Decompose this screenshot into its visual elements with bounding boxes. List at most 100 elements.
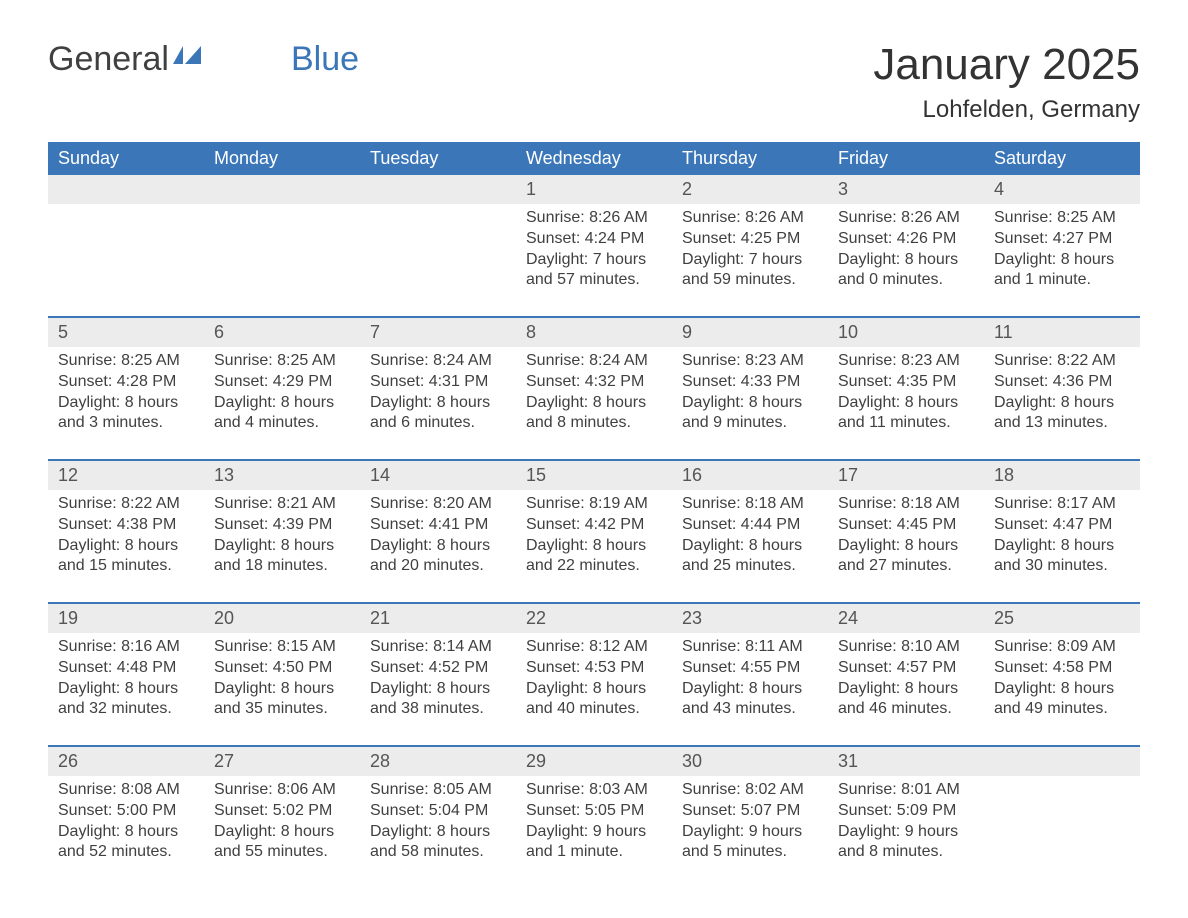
day-cell: Sunrise: 8:08 AMSunset: 5:00 PMDaylight:… bbox=[48, 776, 204, 872]
day-number: 2 bbox=[672, 175, 828, 204]
day-sunrise: Sunrise: 8:26 AM bbox=[682, 208, 818, 229]
day-sunrise: Sunrise: 8:24 AM bbox=[370, 351, 506, 372]
day-sunrise: Sunrise: 8:05 AM bbox=[370, 780, 506, 801]
day-number: 20 bbox=[204, 604, 360, 633]
day-cell: Sunrise: 8:26 AMSunset: 4:25 PMDaylight:… bbox=[672, 204, 828, 300]
day-cell: Sunrise: 8:11 AMSunset: 4:55 PMDaylight:… bbox=[672, 633, 828, 729]
day-number: 24 bbox=[828, 604, 984, 633]
day-sunset: Sunset: 4:45 PM bbox=[838, 515, 974, 536]
day-sunrise: Sunrise: 8:25 AM bbox=[994, 208, 1130, 229]
day-daylight1: Daylight: 8 hours bbox=[58, 536, 194, 557]
weekday-header: Wednesday bbox=[516, 142, 672, 175]
day-number bbox=[984, 747, 1140, 776]
day-sunrise: Sunrise: 8:17 AM bbox=[994, 494, 1130, 515]
day-daylight2: and 58 minutes. bbox=[370, 842, 506, 863]
week-row: 12131415161718Sunrise: 8:22 AMSunset: 4:… bbox=[48, 459, 1140, 586]
day-daylight1: Daylight: 8 hours bbox=[994, 250, 1130, 271]
day-daylight1: Daylight: 8 hours bbox=[838, 250, 974, 271]
day-sunrise: Sunrise: 8:22 AM bbox=[58, 494, 194, 515]
day-number: 27 bbox=[204, 747, 360, 776]
day-daylight1: Daylight: 8 hours bbox=[994, 679, 1130, 700]
day-cell: Sunrise: 8:03 AMSunset: 5:05 PMDaylight:… bbox=[516, 776, 672, 872]
day-daylight1: Daylight: 8 hours bbox=[370, 679, 506, 700]
day-number: 15 bbox=[516, 461, 672, 490]
day-number: 25 bbox=[984, 604, 1140, 633]
day-sunrise: Sunrise: 8:02 AM bbox=[682, 780, 818, 801]
day-sunset: Sunset: 5:04 PM bbox=[370, 801, 506, 822]
day-sunrise: Sunrise: 8:26 AM bbox=[838, 208, 974, 229]
day-cell: Sunrise: 8:21 AMSunset: 4:39 PMDaylight:… bbox=[204, 490, 360, 586]
day-sunset: Sunset: 4:44 PM bbox=[682, 515, 818, 536]
day-sunset: Sunset: 4:48 PM bbox=[58, 658, 194, 679]
day-number-row: 567891011 bbox=[48, 318, 1140, 347]
day-daylight2: and 4 minutes. bbox=[214, 413, 350, 434]
day-sunset: Sunset: 4:27 PM bbox=[994, 229, 1130, 250]
day-sunrise: Sunrise: 8:08 AM bbox=[58, 780, 194, 801]
day-number: 12 bbox=[48, 461, 204, 490]
day-daylight1: Daylight: 8 hours bbox=[526, 679, 662, 700]
day-number: 14 bbox=[360, 461, 516, 490]
day-daylight1: Daylight: 8 hours bbox=[370, 393, 506, 414]
day-cell: Sunrise: 8:10 AMSunset: 4:57 PMDaylight:… bbox=[828, 633, 984, 729]
day-daylight1: Daylight: 8 hours bbox=[370, 536, 506, 557]
day-daylight2: and 8 minutes. bbox=[838, 842, 974, 863]
day-number: 31 bbox=[828, 747, 984, 776]
day-cell: Sunrise: 8:25 AMSunset: 4:27 PMDaylight:… bbox=[984, 204, 1140, 300]
day-daylight2: and 35 minutes. bbox=[214, 699, 350, 720]
day-daylight1: Daylight: 8 hours bbox=[838, 536, 974, 557]
weekday-header: Tuesday bbox=[360, 142, 516, 175]
day-daylight2: and 1 minute. bbox=[526, 842, 662, 863]
day-sunset: Sunset: 5:00 PM bbox=[58, 801, 194, 822]
day-sunset: Sunset: 4:57 PM bbox=[838, 658, 974, 679]
day-sunrise: Sunrise: 8:21 AM bbox=[214, 494, 350, 515]
day-number-row: 19202122232425 bbox=[48, 604, 1140, 633]
day-sunset: Sunset: 4:24 PM bbox=[526, 229, 662, 250]
day-sunset: Sunset: 4:32 PM bbox=[526, 372, 662, 393]
day-daylight1: Daylight: 8 hours bbox=[214, 679, 350, 700]
week-row: 567891011Sunrise: 8:25 AMSunset: 4:28 PM… bbox=[48, 316, 1140, 443]
day-daylight1: Daylight: 8 hours bbox=[370, 822, 506, 843]
day-daylight2: and 40 minutes. bbox=[526, 699, 662, 720]
day-daylight1: Daylight: 8 hours bbox=[526, 536, 662, 557]
day-sunrise: Sunrise: 8:18 AM bbox=[682, 494, 818, 515]
weekday-header: Sunday bbox=[48, 142, 204, 175]
day-sunrise: Sunrise: 8:09 AM bbox=[994, 637, 1130, 658]
day-daylight2: and 43 minutes. bbox=[682, 699, 818, 720]
day-number: 22 bbox=[516, 604, 672, 633]
day-sunset: Sunset: 4:36 PM bbox=[994, 372, 1130, 393]
day-cell: Sunrise: 8:24 AMSunset: 4:32 PMDaylight:… bbox=[516, 347, 672, 443]
day-sunrise: Sunrise: 8:24 AM bbox=[526, 351, 662, 372]
day-daylight1: Daylight: 8 hours bbox=[58, 393, 194, 414]
day-number: 13 bbox=[204, 461, 360, 490]
day-sunrise: Sunrise: 8:11 AM bbox=[682, 637, 818, 658]
day-sunrise: Sunrise: 8:14 AM bbox=[370, 637, 506, 658]
day-daylight2: and 55 minutes. bbox=[214, 842, 350, 863]
day-cell: Sunrise: 8:06 AMSunset: 5:02 PMDaylight:… bbox=[204, 776, 360, 872]
day-sunset: Sunset: 4:53 PM bbox=[526, 658, 662, 679]
day-cell: Sunrise: 8:25 AMSunset: 4:28 PMDaylight:… bbox=[48, 347, 204, 443]
day-daylight1: Daylight: 8 hours bbox=[214, 536, 350, 557]
day-number: 30 bbox=[672, 747, 828, 776]
day-daylight2: and 9 minutes. bbox=[682, 413, 818, 434]
day-cell: Sunrise: 8:19 AMSunset: 4:42 PMDaylight:… bbox=[516, 490, 672, 586]
day-number: 23 bbox=[672, 604, 828, 633]
day-sunset: Sunset: 4:38 PM bbox=[58, 515, 194, 536]
day-sunset: Sunset: 4:42 PM bbox=[526, 515, 662, 536]
logo-text-blue: Blue bbox=[291, 40, 359, 79]
day-cell: Sunrise: 8:26 AMSunset: 4:24 PMDaylight:… bbox=[516, 204, 672, 300]
logo: General Blue bbox=[48, 40, 359, 79]
day-cell bbox=[360, 204, 516, 300]
day-data-row: Sunrise: 8:08 AMSunset: 5:00 PM Daylight:… bbox=[48, 776, 1140, 872]
day-number bbox=[204, 175, 360, 204]
day-sunset: Sunset: 4:52 PM bbox=[370, 658, 506, 679]
day-cell bbox=[48, 204, 204, 300]
day-data-row: Sunrise: 8:26 AM Sunset: 4:24 PM Daylight:… bbox=[48, 204, 1140, 300]
day-cell: Sunrise: 8:09 AMSunset: 4:58 PMDaylight:… bbox=[984, 633, 1140, 729]
day-cell: Sunrise: 8:12 AMSunset: 4:53 PMDaylight:… bbox=[516, 633, 672, 729]
day-sunset: Sunset: 5:07 PM bbox=[682, 801, 818, 822]
day-daylight2: and 25 minutes. bbox=[682, 556, 818, 577]
day-sunset: Sunset: 4:47 PM bbox=[994, 515, 1130, 536]
day-sunrise: Sunrise: 8:01 AM bbox=[838, 780, 974, 801]
week-row: 262728293031Sunrise: 8:08 AMSunset: 5:00… bbox=[48, 745, 1140, 872]
day-daylight1: Daylight: 9 hours bbox=[682, 822, 818, 843]
